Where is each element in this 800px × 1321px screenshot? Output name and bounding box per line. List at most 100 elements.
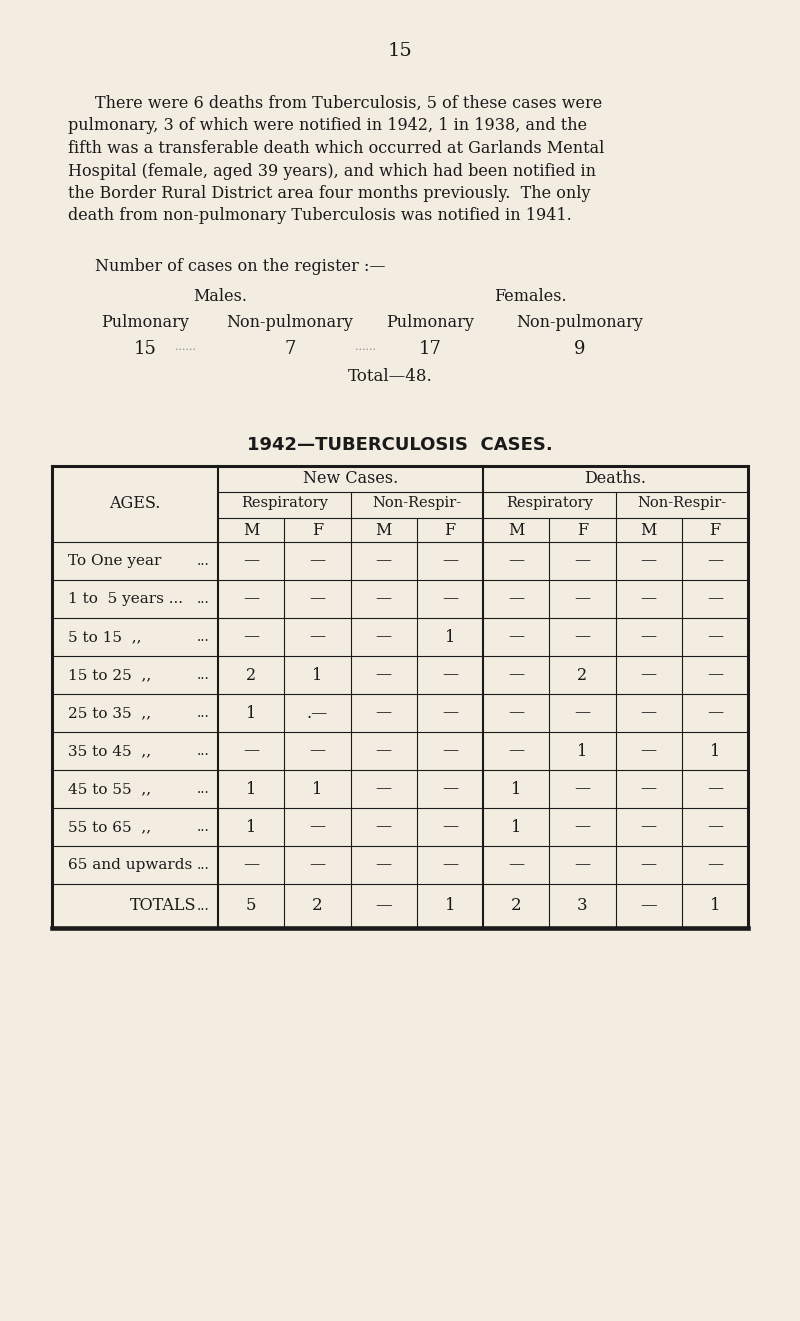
Text: 1942—TUBERCULOSIS  CASES.: 1942—TUBERCULOSIS CASES. — [247, 436, 553, 454]
Text: death from non-pulmonary Tuberculosis was notified in 1941.: death from non-pulmonary Tuberculosis wa… — [68, 207, 572, 225]
Text: 1: 1 — [312, 781, 322, 798]
Text: —: — — [641, 819, 657, 835]
Text: 15 to 25  ,,: 15 to 25 ,, — [68, 668, 151, 682]
Text: —: — — [508, 590, 524, 608]
Text: To One year: To One year — [68, 553, 162, 568]
Text: 2: 2 — [511, 897, 522, 914]
Text: —: — — [574, 781, 590, 798]
Text: M: M — [375, 522, 392, 539]
Text: Females.: Females. — [494, 288, 566, 305]
Text: 1 to  5 years ...: 1 to 5 years ... — [68, 592, 183, 606]
Text: —: — — [375, 742, 392, 760]
Text: —: — — [641, 781, 657, 798]
Text: —: — — [442, 552, 458, 569]
Text: 2: 2 — [312, 897, 322, 914]
Text: —: — — [641, 704, 657, 721]
Text: 9: 9 — [574, 339, 586, 358]
Text: 3: 3 — [577, 897, 588, 914]
Text: F: F — [710, 522, 721, 539]
Text: —: — — [375, 781, 392, 798]
Text: —: — — [574, 552, 590, 569]
Text: 2: 2 — [246, 667, 256, 683]
Text: —: — — [310, 590, 326, 608]
Text: —: — — [442, 590, 458, 608]
Text: 1: 1 — [511, 819, 522, 835]
Text: F: F — [444, 522, 455, 539]
Text: —: — — [641, 590, 657, 608]
Text: —: — — [375, 667, 392, 683]
Text: Non-pulmonary: Non-pulmonary — [517, 314, 643, 332]
Text: M: M — [641, 522, 657, 539]
Text: —: — — [310, 552, 326, 569]
Text: TOTALS: TOTALS — [130, 897, 197, 914]
Text: 45 to 55  ,,: 45 to 55 ,, — [68, 782, 151, 797]
Text: —: — — [574, 856, 590, 873]
Text: Pulmonary: Pulmonary — [101, 314, 189, 332]
Text: —: — — [641, 856, 657, 873]
Text: —: — — [508, 667, 524, 683]
Text: 1: 1 — [511, 781, 522, 798]
Text: —: — — [574, 629, 590, 646]
Text: —: — — [707, 819, 723, 835]
Text: —: — — [375, 856, 392, 873]
Text: Non-Respir-: Non-Respir- — [637, 495, 726, 510]
Text: 1: 1 — [445, 897, 455, 914]
Text: —: — — [508, 552, 524, 569]
Text: ......: ...... — [354, 342, 375, 351]
Text: —: — — [508, 704, 524, 721]
Text: 15: 15 — [388, 42, 412, 59]
Text: ...: ... — [198, 859, 210, 872]
Text: —: — — [508, 856, 524, 873]
Text: 15: 15 — [134, 339, 157, 358]
Text: —: — — [310, 819, 326, 835]
Text: —: — — [375, 629, 392, 646]
Text: —: — — [310, 629, 326, 646]
Text: —: — — [574, 590, 590, 608]
Text: —: — — [243, 590, 259, 608]
Text: New Cases.: New Cases. — [303, 470, 398, 487]
Text: ...: ... — [198, 782, 210, 797]
Text: 25 to 35  ,,: 25 to 35 ,, — [68, 705, 151, 720]
Text: 1: 1 — [710, 742, 720, 760]
Text: —: — — [442, 704, 458, 721]
Text: —: — — [707, 552, 723, 569]
Text: F: F — [312, 522, 323, 539]
Text: —: — — [243, 856, 259, 873]
Text: 1: 1 — [445, 629, 455, 646]
Text: —: — — [375, 819, 392, 835]
Text: Number of cases on the register :—: Number of cases on the register :— — [95, 258, 386, 275]
Text: Males.: Males. — [193, 288, 247, 305]
Text: ...: ... — [198, 705, 210, 720]
Text: 2: 2 — [578, 667, 587, 683]
Text: —: — — [375, 704, 392, 721]
Text: F: F — [577, 522, 588, 539]
Text: 5: 5 — [246, 897, 256, 914]
Text: 1: 1 — [246, 781, 256, 798]
Text: —: — — [310, 742, 326, 760]
Text: 1: 1 — [246, 704, 256, 721]
Text: AGES.: AGES. — [110, 495, 161, 513]
Text: ...: ... — [198, 553, 210, 568]
Text: Pulmonary: Pulmonary — [386, 314, 474, 332]
Text: ...: ... — [198, 820, 210, 834]
Text: —: — — [442, 667, 458, 683]
Text: —: — — [641, 667, 657, 683]
Text: —: — — [442, 856, 458, 873]
Text: 1: 1 — [578, 742, 587, 760]
Text: ......: ...... — [174, 342, 195, 351]
Text: —: — — [574, 704, 590, 721]
Text: M: M — [243, 522, 259, 539]
Text: —: — — [641, 629, 657, 646]
Text: —: — — [707, 590, 723, 608]
Text: 1: 1 — [246, 819, 256, 835]
Text: Hospital (female, aged 39 years), and which had been notified in: Hospital (female, aged 39 years), and wh… — [68, 162, 596, 180]
Text: —: — — [508, 629, 524, 646]
Text: —: — — [640, 897, 657, 914]
Text: Non-Respir-: Non-Respir- — [372, 495, 462, 510]
Text: 35 to 45  ,,: 35 to 45 ,, — [68, 744, 151, 758]
Text: ...: ... — [198, 900, 210, 913]
Text: —: — — [243, 742, 259, 760]
Text: ...: ... — [198, 744, 210, 758]
Text: 5 to 15  ,,: 5 to 15 ,, — [68, 630, 142, 645]
Text: —: — — [375, 897, 392, 914]
